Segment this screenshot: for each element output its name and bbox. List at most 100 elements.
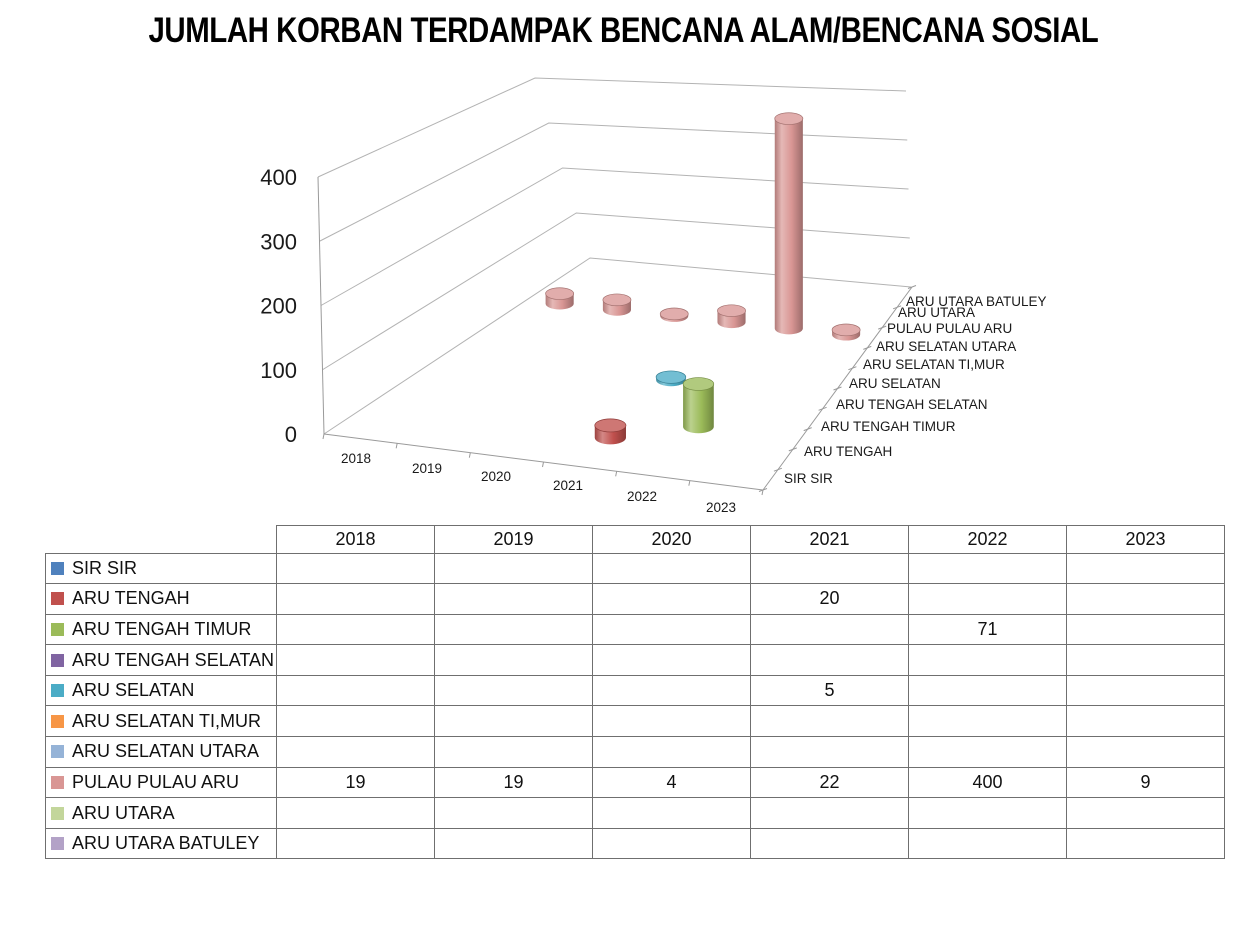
table-year-header: 2023 xyxy=(1066,525,1225,554)
category-axis-label: 2020 xyxy=(481,469,511,484)
series-axis-tick xyxy=(833,386,842,391)
series-axis-tick xyxy=(907,285,917,289)
table-year-header: 2019 xyxy=(434,525,593,554)
series-axis-tick xyxy=(773,467,783,472)
value-cell xyxy=(1066,613,1225,646)
series-name-cell: ARU UTARA BATULEY xyxy=(45,827,277,860)
cylinder-body xyxy=(683,383,714,434)
series-axis-label: PULAU PULAU ARU xyxy=(887,321,1012,336)
value-cell xyxy=(750,736,909,768)
table-year-header: 2021 xyxy=(750,525,909,554)
series-axis-label: ARU UTARA xyxy=(898,305,975,320)
table-year-header: 2022 xyxy=(908,525,1067,554)
chart-data-table: 2018 2019 2020 2021 2022 2023 SIR SIR ARU TENG… xyxy=(45,525,1225,860)
series-axis-label: ARU TENGAH TIMUR xyxy=(821,419,956,434)
category-axis-tick xyxy=(761,489,764,496)
value-cell xyxy=(908,736,1067,768)
value-cell xyxy=(592,827,751,860)
series-axis-label: ARU SELATAN xyxy=(849,376,941,391)
table-row: ARU TENGAH 20 xyxy=(45,583,1225,615)
value-axis xyxy=(317,176,325,435)
value-cell xyxy=(750,552,909,585)
value-cell xyxy=(276,736,435,768)
value-cell xyxy=(592,797,751,829)
value-cell xyxy=(276,583,435,615)
value-cell xyxy=(276,705,435,738)
value-axis-label: 100 xyxy=(260,358,297,383)
value-cell xyxy=(434,705,593,738)
value-cell xyxy=(592,644,751,676)
cylinder-3d-chart: 0 100 200 300 400 2018 2019 2020 2021 2022 2023 SIR… xyxy=(260,77,1047,515)
value-cell xyxy=(750,613,909,646)
value-cell xyxy=(1066,736,1225,768)
legend-swatch xyxy=(51,806,64,820)
value-cell xyxy=(908,827,1067,860)
legend-swatch xyxy=(51,775,64,789)
value-cell xyxy=(750,644,909,676)
value-cell xyxy=(908,583,1067,615)
value-cell xyxy=(434,613,593,646)
gridline xyxy=(323,257,912,435)
value-cell xyxy=(592,613,751,646)
series-name-cell: ARU SELATAN UTARA xyxy=(45,736,277,768)
series-axis-label: ARU TENGAH SELATAN xyxy=(836,397,988,412)
table-row: ARU TENGAH TIMUR 71 xyxy=(45,613,1225,646)
gridline xyxy=(319,122,908,242)
cylinder-top xyxy=(659,307,689,321)
series-name-cell: ARU TENGAH TIMUR xyxy=(45,613,277,646)
value-cell xyxy=(908,552,1067,585)
value-cell xyxy=(908,797,1067,829)
value-cell xyxy=(434,674,593,707)
cylinder-top xyxy=(682,377,715,391)
cylinder-top xyxy=(602,293,632,307)
table-row: ARU SELATAN 5 xyxy=(45,674,1225,707)
table-corner-cell xyxy=(46,526,277,554)
series-axis-label: ARU SELATAN TI,MUR xyxy=(863,357,1005,372)
cylinder-top xyxy=(545,287,575,300)
series-axis-tick xyxy=(863,345,872,350)
category-axis-label: 2023 xyxy=(706,500,736,515)
value-cell xyxy=(434,736,593,768)
value-cell: 5 xyxy=(750,674,909,707)
category-axis-tick xyxy=(468,452,471,458)
category-axis-tick xyxy=(542,461,544,468)
value-cell xyxy=(1066,797,1225,829)
value-cell xyxy=(276,613,435,646)
value-cell xyxy=(276,644,435,676)
value-cell xyxy=(1066,827,1225,860)
value-cell xyxy=(1066,705,1225,738)
value-cell xyxy=(434,644,593,676)
value-cell: 22 xyxy=(750,766,909,799)
value-cell xyxy=(434,583,593,615)
value-cell xyxy=(1066,674,1225,707)
series-name-cell: ARU TENGAH SELATAN xyxy=(45,644,277,676)
category-axis-tick xyxy=(688,480,691,486)
value-cell xyxy=(434,552,593,585)
series-name-cell: PULAU PULAU ARU xyxy=(45,766,277,799)
series-axis-tick xyxy=(878,325,887,330)
value-cell xyxy=(592,736,751,768)
table-row: ARU TENGAH SELATAN xyxy=(45,644,1225,676)
table-row: ARU SELATAN UTARA xyxy=(45,736,1225,768)
series-axis-tick xyxy=(788,447,797,452)
value-axis-label: 0 xyxy=(285,422,297,447)
chart-title-text: JUMLAH KORBAN TERDAMPAK BENCANA ALAM/BEN… xyxy=(148,11,1099,50)
table-year-header: 2020 xyxy=(592,525,751,554)
category-axis-label: 2019 xyxy=(412,461,442,476)
value-cell: 400 xyxy=(908,766,1067,799)
table-row: ARU SELATAN TI,MUR xyxy=(45,705,1225,738)
value-cell xyxy=(908,644,1067,676)
table-row: ARU UTARA xyxy=(45,797,1225,829)
cylinder-top xyxy=(594,418,627,433)
value-axis-label: 200 xyxy=(260,294,297,319)
legend-swatch xyxy=(51,714,64,728)
cylinder-body xyxy=(774,118,803,335)
value-cell xyxy=(592,552,751,585)
value-cell xyxy=(592,705,751,738)
series-axis-tick xyxy=(892,305,902,310)
value-cell xyxy=(276,674,435,707)
value-cell xyxy=(750,797,909,829)
legend-swatch xyxy=(51,653,64,667)
series-name-cell: ARU TENGAH xyxy=(45,583,277,615)
